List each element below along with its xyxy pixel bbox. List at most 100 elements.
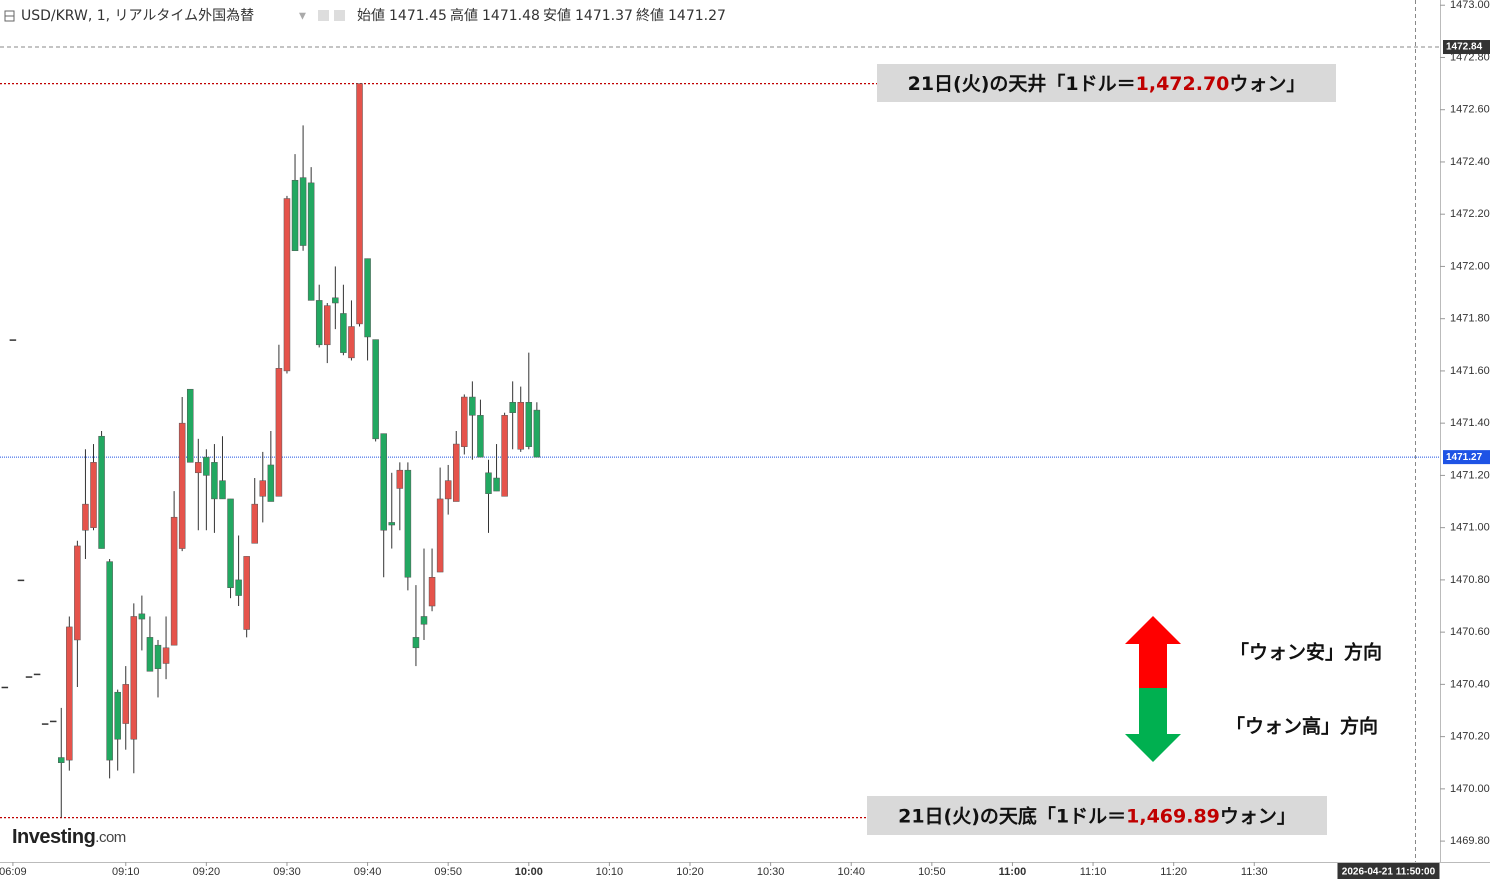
candle [41,723,49,725]
candle-body [533,409,541,458]
candle [82,449,89,559]
crosshair-y-label: 1472.84 [1446,42,1483,53]
candle [25,676,33,678]
candle-body [186,388,194,463]
candle-body [380,433,387,531]
candle-body [58,757,65,763]
candle-body [178,422,186,549]
x-tick-label: 06:09 [0,866,27,878]
candle-body [259,480,267,497]
ohlc-label: 高値 [450,7,478,24]
candle-body [283,198,291,372]
candle [340,284,347,356]
annotation-box [867,796,1327,835]
candle [58,707,65,818]
x-tick-label: 10:40 [837,866,865,878]
x-tick-label: 11:20 [1160,866,1187,878]
candle-body [452,443,460,502]
x-tick-label: 09:20 [193,866,221,878]
last-price-label: 1471.27 [1446,452,1483,463]
candle-body [493,477,500,492]
arrow-label: 「ウォン高」方向 [1226,715,1378,738]
candle-body [74,545,81,641]
candle [461,394,468,455]
y-tick-label: 1470.60 [1450,626,1490,638]
candle [154,639,162,698]
annotation-value: 1,472.70 [1136,73,1230,95]
x-tick-label: 10:10 [596,866,624,878]
y-tick-label: 1472.60 [1450,104,1490,116]
candle [324,303,331,364]
candle-body [525,402,533,447]
y-tick-label: 1472.20 [1450,208,1490,220]
candle [170,491,178,646]
candle-body [388,522,396,526]
candle [227,498,234,599]
candle [251,478,258,544]
candle [195,438,202,531]
candle-body [436,498,444,573]
annotation-value: 1,469.89 [1126,805,1220,827]
y-tick-label: 1470.00 [1450,783,1490,795]
candle-body [356,83,363,325]
ohlc-value: 1471.37 [575,8,633,24]
logo: Investing.com [12,826,126,848]
ohlc-value: 1471.45 [389,8,447,24]
logo-suffix: .com [95,829,126,846]
candle-body [299,177,307,246]
candle-body [17,579,25,582]
candle-body [251,503,258,544]
annotation-text: 21日(火)の天井「1ドル＝1,472.70ウォン」 [908,72,1306,95]
candle [259,451,267,523]
candle [291,154,299,252]
x-tick-label: 09:50 [434,866,462,878]
x-tick-label: 09:40 [354,866,382,878]
x-tick-label: 11:30 [1241,866,1268,878]
y-tick-label: 1470.20 [1450,731,1490,743]
candle-body [25,676,33,678]
candle [1,686,9,689]
candle-body [138,613,146,620]
candle-body [469,396,476,416]
candle [388,472,396,549]
crosshair-x-label: 2026-04-21 11:50:00 [1342,867,1436,878]
y-tick-label: 1470.80 [1450,574,1490,586]
y-tick-label: 1473.00 [1450,0,1490,11]
ohlc-value: 1471.48 [482,8,540,24]
candle [122,666,129,750]
candle [162,616,170,680]
candle-body [114,691,121,740]
candle [525,352,533,450]
arrow-label: 「ウォン安」方向 [1230,641,1382,664]
candle [493,444,500,492]
candle-body [243,556,250,630]
candle [130,603,138,774]
y-tick-label: 1471.60 [1450,365,1490,377]
candle-body [315,300,323,346]
candle-body [49,720,57,723]
x-tick-label: 09:10 [112,866,140,878]
candle-body [332,297,339,304]
candle-body [501,415,508,497]
candle-body [98,435,105,549]
candle [436,467,444,573]
candle [372,339,379,442]
annotation-text: 21日(火)の天底「1ドル＝1,469.89ウォン」 [898,804,1296,827]
candle-body [412,637,420,649]
candle [469,381,476,460]
candle-body [428,577,436,607]
crosshair-x-box [1337,863,1440,879]
annotation-prefix: 21日(火)の天井「1ドル＝ [908,72,1136,95]
candle [74,540,81,687]
ohlc-label: 終値 [636,8,664,24]
candle [186,388,194,463]
candle-body [122,684,129,724]
candle [114,689,121,771]
candle-body [41,723,49,725]
candle [106,558,113,779]
candle [33,673,41,676]
candle [501,412,508,497]
candle [380,433,387,578]
candle-body [517,402,524,450]
